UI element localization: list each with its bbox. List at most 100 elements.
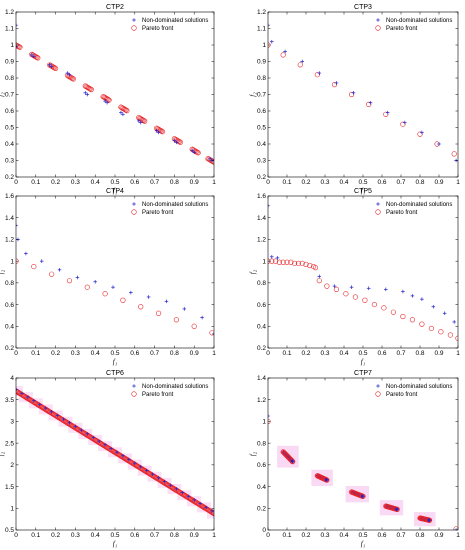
- y-tick-label: 0.6: [257, 108, 266, 115]
- pareto-front-point: [314, 72, 321, 78]
- y-tick-label: 0.2: [5, 174, 14, 181]
- plot-area: [16, 223, 214, 336]
- non-dominated-point: [351, 91, 356, 95]
- legend-pareto-front: Pareto front: [142, 392, 174, 398]
- y-tick-label: 1: [262, 258, 266, 265]
- x-tick-label: 0.5: [358, 532, 367, 539]
- x-tick-label: 0.2: [301, 350, 310, 357]
- non-dominated-point: [26, 395, 30, 399]
- non-dominated-point: [349, 285, 354, 289]
- y-tick-label: 0.4: [257, 141, 266, 148]
- x-tick-label: 0.1: [282, 532, 291, 539]
- non-dominated-point: [16, 387, 18, 392]
- x-axis-label: f₁: [361, 358, 365, 366]
- legend-pareto-front: Pareto front: [142, 210, 174, 216]
- non-dominated-point: [85, 432, 90, 436]
- legend-pareto-front: Pareto front: [386, 392, 418, 398]
- plot-area: [268, 203, 458, 341]
- shaded-region: [108, 447, 122, 458]
- non-dominated-point: [384, 287, 388, 292]
- pareto-front-point: [52, 65, 59, 72]
- pareto-front-point: [292, 260, 298, 266]
- y-axis-label: f₂: [0, 269, 5, 274]
- x-tick-label: 0.2: [51, 179, 60, 186]
- shaded-region: [147, 471, 162, 482]
- pareto-front-point: [307, 262, 313, 269]
- y-tick-label: 1.4: [257, 215, 266, 222]
- x-tick-label: 0.7: [396, 179, 405, 186]
- pareto-front-point: [276, 259, 283, 265]
- legend-circle-marker: [375, 391, 381, 397]
- pareto-front-point: [84, 284, 90, 290]
- pareto-front-point: [331, 81, 338, 88]
- y-tick-label: 0.4: [257, 323, 266, 330]
- pareto-front-point: [289, 458, 295, 464]
- non-dominated-point: [138, 120, 143, 125]
- pareto-front-point: [366, 101, 372, 107]
- pareto-front-point: [297, 62, 303, 68]
- x-tick-label: 0.6: [130, 532, 139, 539]
- non-dominated-point: [154, 129, 159, 133]
- legend-pareto-front: Pareto front: [142, 26, 174, 32]
- x-tick-label: 0.4: [339, 350, 348, 357]
- y-tick-label: 0.4: [257, 484, 266, 491]
- x-tick-label: 0.7: [396, 350, 405, 357]
- pareto-front-point: [343, 291, 349, 297]
- non-dominated-point: [268, 414, 270, 418]
- non-dominated-point: [403, 120, 407, 125]
- non-dominated-point: [49, 409, 54, 414]
- pareto-front-point: [438, 329, 444, 335]
- x-axis-label: f₁: [361, 540, 365, 548]
- non-dominated-point: [275, 256, 280, 260]
- legend-circle-marker: [131, 25, 137, 31]
- non-dominated-point: [395, 507, 399, 512]
- y-tick-label: 1.1: [5, 26, 14, 33]
- x-tick-label: 0.9: [434, 350, 443, 357]
- axes-frame: [15, 195, 215, 349]
- y-tick-label: 0.2: [257, 174, 266, 181]
- non-dominated-point: [192, 498, 196, 502]
- non-dominated-point: [146, 295, 151, 299]
- pareto-front-point: [88, 86, 94, 93]
- pareto-front-point: [35, 55, 41, 61]
- y-tick-label: 0.2: [5, 345, 14, 352]
- pareto-front-point: [176, 139, 182, 145]
- pareto-front-point: [123, 107, 129, 113]
- non-dominated-point: [192, 150, 196, 155]
- pareto-front-point: [106, 97, 112, 103]
- non-dominated-point: [61, 417, 66, 421]
- legend-non-dominated: Non-dominated solutions: [142, 18, 208, 24]
- pareto-front-point: [195, 150, 201, 156]
- legend-circle-marker: [375, 25, 381, 31]
- chart-ctp3: CTP3 0 0.1 0.2 0.3 0.4 0.5 0.6 0.7 0.8 0.9 1 0.2 0.3 0…: [249, 4, 460, 195]
- non-dominated-point: [67, 72, 72, 77]
- x-tick-label: 0.5: [358, 179, 367, 186]
- y-tick-label: 1: [10, 258, 14, 265]
- non-dominated-point: [73, 424, 78, 429]
- non-dominated-point: [97, 439, 101, 443]
- pareto-front-point: [400, 121, 406, 127]
- x-tick-label: 0.9: [190, 179, 199, 186]
- pareto-front-point: [280, 52, 286, 58]
- chart-title: CTP5: [354, 188, 372, 195]
- shaded-region: [28, 398, 43, 409]
- non-dominated-point: [16, 44, 18, 49]
- non-dominated-point: [65, 71, 70, 75]
- x-tick-label: 0.7: [396, 532, 405, 539]
- non-dominated-point: [186, 494, 191, 499]
- y-tick-label: 0.9: [5, 59, 14, 66]
- non-dominated-point: [24, 251, 28, 256]
- y-tick-label: 0.6: [5, 108, 14, 115]
- x-tick-label: 0.6: [377, 532, 386, 539]
- legend-non-dominated: Non-dominated solutions: [142, 202, 208, 208]
- x-tick-label: 0: [14, 532, 18, 539]
- pareto-front-point: [280, 259, 286, 265]
- shaded-region: [167, 484, 182, 495]
- y-tick-label: 1.2: [5, 9, 14, 16]
- shaded-region: [88, 435, 103, 446]
- non-dominated-point: [437, 142, 441, 146]
- y-axis-label: f₂: [249, 269, 257, 274]
- y-tick-label: 0.5: [5, 125, 14, 132]
- y-tick-label: 0.5: [257, 125, 266, 132]
- non-dominated-point: [168, 483, 173, 488]
